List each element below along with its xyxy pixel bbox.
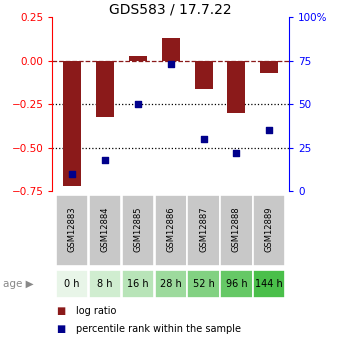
Text: log ratio: log ratio (76, 306, 116, 316)
Bar (56, 195, 88, 266)
Point (135, 101, 141, 107)
Text: GSM12886: GSM12886 (166, 206, 175, 252)
Bar (194, 61, 213, 89)
Bar (122, 195, 154, 266)
Bar (260, 61, 278, 73)
Text: GSM12887: GSM12887 (199, 206, 208, 252)
Bar (227, 61, 245, 113)
Point (234, 150, 239, 156)
Bar (154, 270, 187, 298)
Text: 52 h: 52 h (193, 279, 215, 289)
Text: ■: ■ (56, 306, 65, 316)
Bar (188, 270, 220, 298)
Point (267, 128, 272, 133)
Bar (220, 195, 252, 266)
Text: GSM12884: GSM12884 (100, 206, 110, 252)
Bar (129, 56, 147, 61)
Bar (162, 38, 180, 61)
Bar (253, 270, 285, 298)
Text: 8 h: 8 h (97, 279, 113, 289)
Text: 16 h: 16 h (127, 279, 149, 289)
Bar (122, 270, 154, 298)
Bar (89, 270, 121, 298)
Point (102, 157, 108, 163)
Text: 144 h: 144 h (256, 279, 283, 289)
Bar (154, 195, 187, 266)
Text: GSM12889: GSM12889 (265, 206, 274, 252)
Bar (56, 270, 88, 298)
Bar (89, 195, 121, 266)
Text: 28 h: 28 h (160, 279, 182, 289)
Point (168, 61, 173, 67)
Text: GSM12883: GSM12883 (68, 206, 77, 252)
Point (69, 171, 75, 177)
Text: 96 h: 96 h (225, 279, 247, 289)
Bar (96, 61, 114, 117)
Text: 0 h: 0 h (64, 279, 80, 289)
Bar (188, 195, 220, 266)
Point (201, 136, 206, 142)
Text: GSM12885: GSM12885 (133, 206, 142, 252)
Bar (63, 61, 81, 186)
Text: age ▶: age ▶ (3, 279, 34, 289)
Text: GSM12888: GSM12888 (232, 206, 241, 252)
Title: GDS583 / 17.7.22: GDS583 / 17.7.22 (110, 2, 232, 16)
Bar (220, 270, 252, 298)
Bar (253, 195, 285, 266)
Text: ■: ■ (56, 324, 65, 334)
Text: percentile rank within the sample: percentile rank within the sample (76, 324, 241, 334)
